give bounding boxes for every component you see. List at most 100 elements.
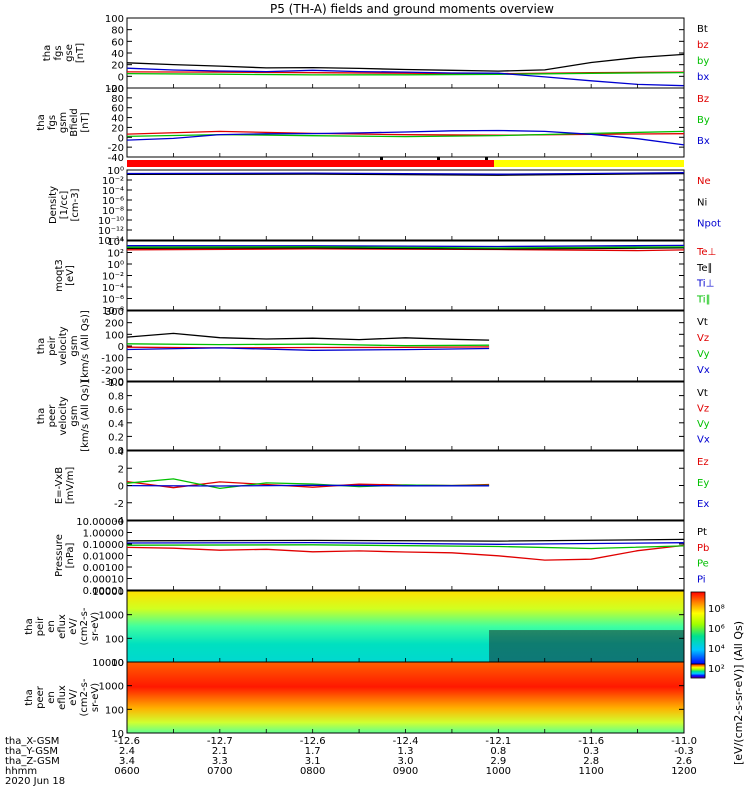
y-tick-label: 10² bbox=[107, 249, 124, 260]
colorbar-tick: 10⁴ bbox=[708, 644, 725, 655]
footer-row-label: hhmm bbox=[5, 766, 37, 777]
y-tick-label: 80 bbox=[111, 26, 124, 37]
spectrogram-sparse-region bbox=[489, 630, 684, 662]
y-tick-label: 2 bbox=[118, 464, 124, 475]
y-axis-label: gsm bbox=[69, 405, 80, 426]
mode-bar-fast bbox=[494, 160, 684, 167]
y-axis-label: eV/ bbox=[68, 618, 79, 635]
mode-bar-tick bbox=[485, 157, 488, 160]
mode-bar-tick bbox=[437, 157, 440, 160]
chart-title: P5 (TH-A) fields and ground moments over… bbox=[270, 2, 554, 16]
footer-value: -12.6 bbox=[114, 736, 140, 747]
series-line-Vx bbox=[126, 347, 490, 351]
y-tick-label: 10⁻¹⁴ bbox=[98, 236, 124, 247]
legend-entry: bx bbox=[697, 72, 709, 83]
series-line-Pi bbox=[126, 541, 685, 545]
y-tick-label: 200 bbox=[105, 319, 124, 330]
y-tick-label: 20 bbox=[111, 61, 124, 72]
footer-value: 1.3 bbox=[398, 746, 414, 757]
legend-entry: Vy bbox=[697, 349, 710, 360]
panel-frame bbox=[126, 87, 685, 158]
legend-entry: Ti∥ bbox=[696, 294, 711, 305]
y-axis-label: en bbox=[46, 691, 57, 704]
colorbar: 10⁸ 10⁶ 10⁴ 10² [eV/(cm2-s-sr-eV)] (All … bbox=[690, 591, 745, 765]
y-tick-label: 10⁻² bbox=[102, 272, 124, 283]
colorbar-tick: 10⁸ bbox=[708, 604, 725, 615]
colorbar-label: [eV/(cm2-s-sr-eV)] (All Qs) bbox=[732, 621, 745, 765]
y-tick-label: 10⁻⁸ bbox=[102, 306, 124, 317]
legend-entry: bz bbox=[697, 40, 709, 51]
footer-value: -12.1 bbox=[485, 736, 511, 747]
y-tick-label: 10.00000 bbox=[76, 517, 124, 528]
y-axis-label: tha bbox=[42, 45, 53, 61]
series-line-Pt bbox=[126, 538, 685, 542]
legend-entry: Pt bbox=[697, 527, 707, 538]
y-axis-label: (cm2-s- bbox=[79, 607, 90, 645]
colorbar-gradient-2 bbox=[690, 663, 706, 679]
series-line-Ti⊥ bbox=[126, 244, 685, 248]
y-axis-label: [km/s (All Qs)] bbox=[80, 310, 91, 382]
y-tick-label: 60 bbox=[111, 37, 124, 48]
footer-value: 2.6 bbox=[676, 756, 692, 767]
footer-value: 1.7 bbox=[305, 746, 321, 757]
legend-entry: Ni bbox=[697, 197, 707, 208]
y-axis-label: gse bbox=[64, 44, 75, 62]
y-axis-label: [nT] bbox=[75, 43, 86, 63]
y-tick-label: 0.00001 bbox=[83, 586, 124, 597]
y-tick-label: 10⁻⁶ bbox=[102, 196, 124, 207]
y-tick-label: 10⁻² bbox=[102, 176, 124, 187]
y-axis-label: en bbox=[46, 620, 57, 633]
series-line-Vz bbox=[126, 346, 490, 349]
y-axis-label: fgs bbox=[53, 45, 64, 60]
y-axis-label: tha bbox=[24, 689, 35, 705]
y-tick-label: 100 bbox=[105, 705, 124, 716]
y-axis-label: tha bbox=[36, 408, 47, 424]
footer-row-label: tha_X-GSM bbox=[5, 736, 59, 747]
y-tick-label: 10 bbox=[111, 729, 124, 740]
y-tick-label: 0 bbox=[118, 72, 124, 83]
series-line-Vy bbox=[126, 343, 490, 347]
y-axis-label: [mV/m] bbox=[65, 467, 76, 505]
spectrogram-image bbox=[127, 662, 684, 733]
y-tick-label: 40 bbox=[111, 114, 124, 125]
panel-peer_flux: 10000 1000 100 10 tha peer en eflux eV/(cm2-s-sr… bbox=[24, 658, 685, 740]
footer-value: 2.1 bbox=[212, 746, 228, 757]
legend-entry: Vy bbox=[697, 419, 710, 430]
panel-frame bbox=[126, 17, 685, 89]
y-tick-label: 1000 bbox=[99, 611, 124, 622]
y-axis-label: eflux bbox=[57, 614, 68, 639]
series-line-Bt bbox=[126, 53, 685, 72]
mode-bar-slow bbox=[127, 160, 494, 167]
y-tick-label: 1.00000 bbox=[83, 529, 124, 540]
y-tick-label: -40 bbox=[108, 153, 124, 164]
legend-entry: By bbox=[697, 115, 710, 126]
y-tick-label: 4 bbox=[118, 447, 124, 458]
footer-value: 1000 bbox=[486, 766, 511, 777]
series-line-Te∥ bbox=[126, 247, 685, 250]
y-tick-label: -200 bbox=[101, 365, 124, 376]
panel-frame bbox=[126, 520, 685, 591]
series-line-Npot bbox=[126, 172, 685, 175]
legend-entry: by bbox=[697, 56, 709, 67]
y-axis-label: (cm2-s- bbox=[79, 678, 90, 716]
panel-efield: 4 2 0 -2 -4 E=-VxB [mV/m] Ez Ey Ex bbox=[54, 447, 709, 527]
footer-value: 0.3 bbox=[583, 746, 599, 757]
footer-value: -12.7 bbox=[207, 736, 233, 747]
y-tick-label: -300 bbox=[101, 377, 124, 388]
legend-entry: Ez bbox=[697, 457, 709, 468]
y-axis-label: eflux bbox=[57, 685, 68, 710]
footer-value: 3.1 bbox=[305, 756, 321, 767]
y-tick-label: 10⁻¹⁰ bbox=[98, 216, 124, 227]
panel-pressure: 10.000001.000000.100000.010000.001000.00… bbox=[54, 517, 709, 597]
footer-value: 3.3 bbox=[212, 756, 228, 767]
mode-bar bbox=[127, 157, 684, 167]
panel-peir_flux: 10000 1000 100 10 tha peir en eflux eV/(cm2-s-sr… bbox=[24, 587, 685, 669]
y-axis-label: [cm-3] bbox=[70, 188, 81, 221]
legend-entry: Vz bbox=[697, 333, 709, 344]
legend-entry: Pe bbox=[697, 559, 709, 570]
series-line-Ni bbox=[126, 172, 685, 176]
